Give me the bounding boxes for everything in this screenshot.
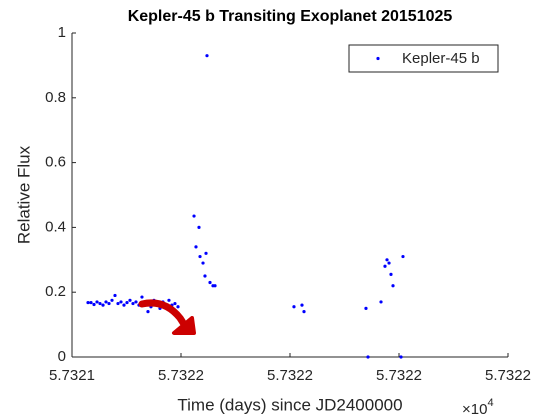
x-tick-label: 5.7321: [49, 367, 95, 384]
data-point: [203, 274, 207, 278]
y-axis-label: Relative Flux: [14, 145, 33, 244]
data-point: [167, 298, 171, 302]
data-point: [197, 225, 201, 229]
x-tick-label: 5.7322: [158, 367, 204, 384]
y-tick-label: 0.8: [45, 89, 66, 106]
legend-box: [348, 44, 499, 73]
data-point: [213, 284, 217, 288]
data-point: [122, 303, 126, 307]
y-tick-label: 0: [58, 348, 66, 365]
data-point: [101, 303, 105, 307]
data-point: [385, 258, 389, 262]
data-point: [205, 54, 209, 58]
data-point: [194, 245, 198, 249]
x-exponent: ×104: [462, 397, 494, 418]
legend-marker: [376, 56, 380, 61]
data-point: [379, 300, 383, 304]
y-tick-label: 1: [58, 24, 66, 41]
data-point: [366, 355, 370, 359]
data-point: [107, 301, 111, 306]
data-point: [116, 301, 120, 306]
x-tick-label: 5.7322: [267, 367, 313, 384]
data-point: [134, 300, 138, 304]
data-point: [86, 300, 90, 305]
x-exponent-base: ×10: [462, 401, 487, 418]
data-point: [387, 261, 391, 265]
data-point: [198, 254, 202, 259]
data-point: [364, 306, 368, 310]
x-axis-label: Time (days) since JD2400000: [177, 395, 402, 414]
data-point: [95, 300, 99, 304]
chart-title: Kepler-45 b Transiting Exoplanet 2015102…: [128, 8, 453, 25]
x-exponent-power: 4: [487, 397, 493, 409]
data-point: [204, 251, 208, 255]
data-point: [201, 261, 205, 265]
data-point: [389, 272, 393, 276]
data-point: [399, 355, 403, 359]
y-tick-label: 0.4: [45, 218, 66, 235]
data-point: [98, 301, 102, 306]
legend-label: Kepler-45 b: [402, 50, 480, 67]
data-point: [125, 300, 129, 305]
data-point: [92, 302, 96, 307]
data-point: [119, 300, 123, 304]
data-point: [192, 214, 196, 218]
data-point: [146, 310, 150, 314]
data-point: [128, 298, 132, 302]
data-point: [131, 301, 135, 306]
y-tick-label: 0.6: [45, 154, 66, 171]
annotation-arrowhead: [172, 316, 196, 335]
x-tick-label: 5.7322: [485, 367, 531, 384]
data-point: [383, 264, 387, 268]
data-point: [208, 280, 212, 285]
y-tick-label: 0.2: [45, 283, 66, 300]
data-point: [300, 303, 304, 307]
data-point: [110, 298, 114, 302]
data-point: [104, 300, 108, 304]
data-point: [140, 295, 144, 299]
data-point: [391, 284, 395, 288]
data-point: [401, 254, 405, 259]
data-point: [89, 300, 93, 305]
data-point: [173, 301, 177, 306]
x-tick-label: 5.7322: [376, 367, 422, 384]
data-point: [302, 310, 306, 314]
data-point: [292, 305, 296, 309]
data-point: [113, 293, 117, 298]
data-point: [176, 305, 180, 309]
